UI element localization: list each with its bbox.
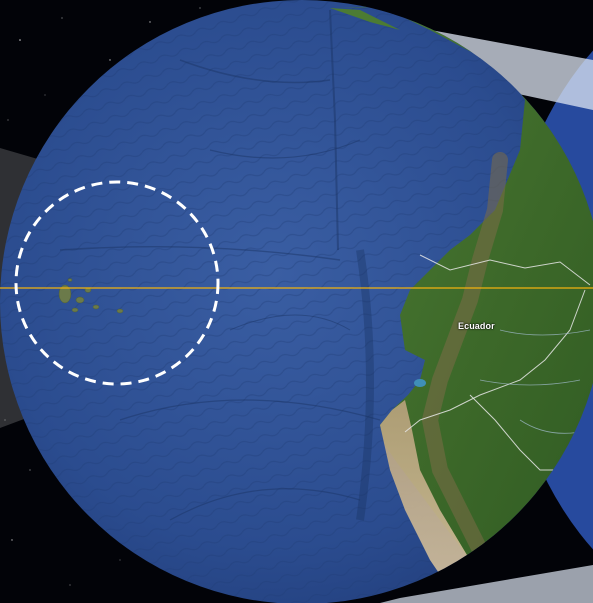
- seafloor-features: [59, 9, 381, 521]
- lake: [414, 379, 426, 387]
- starfield: [4, 7, 261, 597]
- zoom-cone-right-bottom: [380, 565, 593, 603]
- andes-relief: [421, 152, 508, 578]
- galapagos-islands: [58, 278, 124, 314]
- country-label-ecuador: Ecuador: [458, 321, 495, 331]
- coastal-desert: [380, 400, 495, 603]
- dashed-circle-icon[interactable]: [14, 180, 220, 386]
